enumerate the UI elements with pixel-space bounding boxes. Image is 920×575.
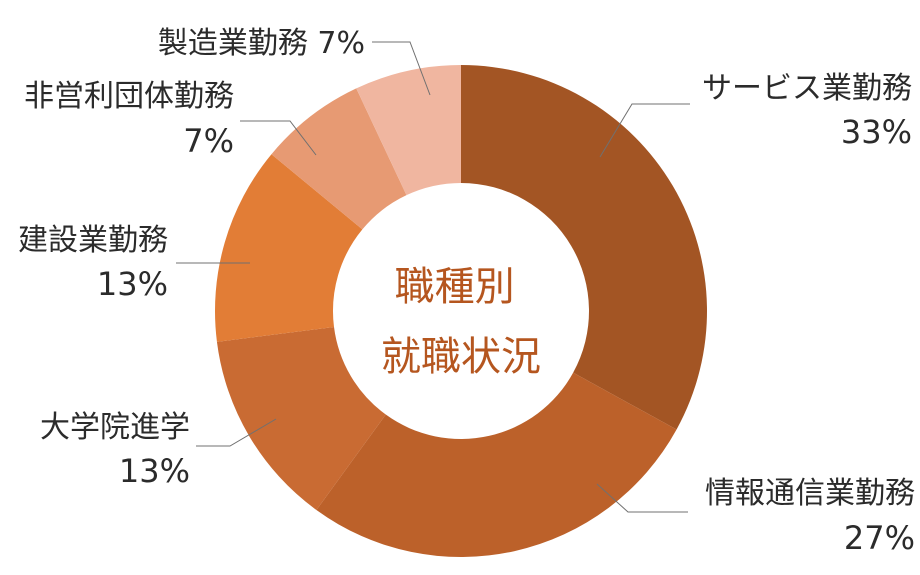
slice-value-3: 13% [119, 452, 190, 490]
slice-3 [216, 327, 386, 511]
slice-label-1: サービス業勤務 [702, 71, 912, 106]
slice-value-4: 13% [97, 265, 168, 303]
slice-label-4: 建設業勤務 [18, 223, 168, 258]
donut-slices [215, 65, 708, 557]
slice-label-5: 非営利団体勤務 [24, 79, 234, 114]
slice-labels: サービス業勤務 33% 情報通信業勤務 27% 大学院進学 13% 建設業勤務 13% 非営利団… [18, 26, 915, 557]
leader-line-5 [240, 120, 317, 156]
leader-line-1 [599, 103, 690, 158]
slice-5 [271, 88, 407, 230]
leader-line-6 [372, 41, 431, 96]
slice-4 [215, 154, 363, 342]
leader-lines [176, 41, 690, 513]
slice-label-3: 大学院進学 [40, 410, 190, 445]
slice-2 [316, 372, 677, 557]
slice-value-1: 33% [841, 113, 912, 151]
leader-line-2 [596, 483, 688, 513]
center-title-line-2: 就職状況 [381, 334, 541, 380]
slice-value-2: 27% [844, 519, 915, 557]
slice-6 [356, 65, 461, 196]
slice-value-5: 7% [183, 122, 234, 160]
center-title-line-1: 職種別 [395, 264, 515, 310]
slice-label-6: 製造業勤務 7% [158, 26, 365, 61]
slice-1 [461, 65, 708, 430]
slice-label-2: 情報通信業勤務 [705, 476, 915, 511]
center-title: 職種別 就職状況 [381, 264, 541, 380]
leader-line-3 [196, 418, 277, 447]
